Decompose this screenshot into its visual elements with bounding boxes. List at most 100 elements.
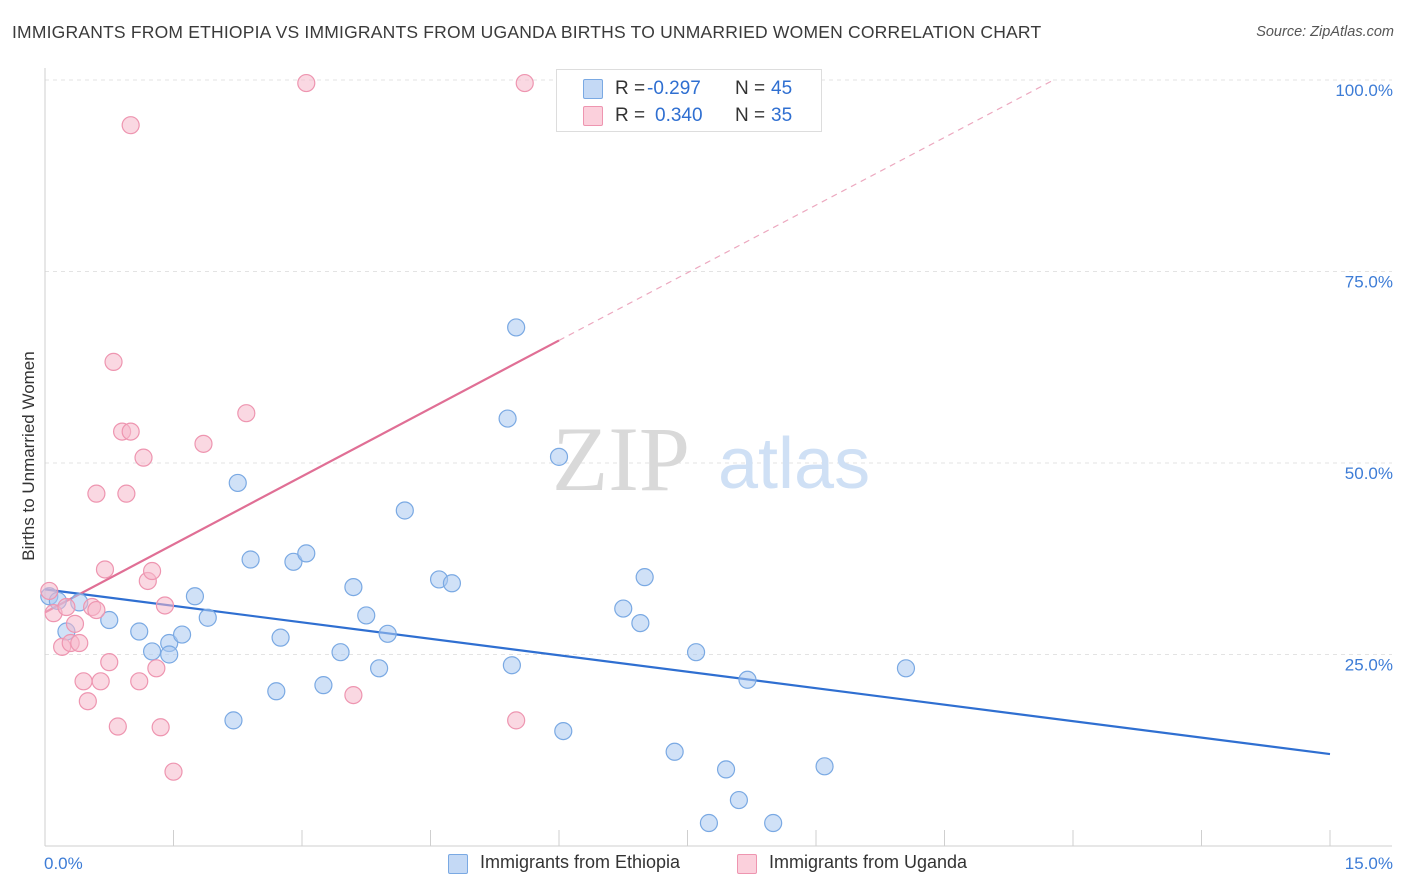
point-ethiopia-34 bbox=[665, 742, 684, 761]
point-ethiopia-5 bbox=[142, 642, 162, 661]
y-axis-label: Births to Unmarried Women bbox=[19, 351, 38, 560]
y-tick-label-1: 50.0% bbox=[1345, 464, 1393, 483]
point-uganda-15 bbox=[108, 717, 127, 736]
legend-r-value: 0.340 bbox=[655, 105, 703, 126]
point-uganda-19 bbox=[130, 672, 149, 691]
point-uganda-26 bbox=[164, 762, 183, 781]
y-tick-label-2: 75.0% bbox=[1345, 273, 1393, 292]
point-uganda-23 bbox=[147, 659, 166, 678]
x-tick-label-1: 15.0% bbox=[1345, 854, 1393, 873]
legend-swatch-ethiopia bbox=[583, 79, 603, 99]
point-uganda-10 bbox=[87, 484, 106, 503]
axes bbox=[44, 68, 1392, 847]
point-ethiopia-21 bbox=[370, 659, 389, 678]
series-label-ethiopia: Immigrants from Ethiopia bbox=[480, 852, 681, 872]
point-uganda-30 bbox=[507, 711, 526, 730]
legend-swatch-uganda bbox=[583, 106, 603, 126]
point-uganda-12 bbox=[95, 560, 115, 579]
point-ethiopia-25 bbox=[442, 574, 462, 593]
point-ethiopia-13 bbox=[267, 682, 286, 701]
x-tick-label-0: 0.0% bbox=[44, 854, 83, 873]
point-uganda-13 bbox=[100, 653, 119, 672]
point-uganda-11 bbox=[91, 672, 110, 691]
point-uganda-17 bbox=[117, 484, 136, 503]
point-uganda-0 bbox=[40, 581, 59, 601]
point-ethiopia-14 bbox=[271, 628, 290, 647]
point-uganda-7 bbox=[74, 672, 93, 691]
trend-lines bbox=[44, 79, 1331, 756]
series-swatch-ethiopia bbox=[448, 854, 468, 874]
point-ethiopia-42 bbox=[896, 659, 916, 678]
point-uganda-31 bbox=[297, 73, 316, 93]
point-uganda-34 bbox=[87, 600, 106, 620]
point-ethiopia-41 bbox=[815, 757, 834, 776]
point-uganda-29 bbox=[344, 685, 363, 705]
y-tick-label-3: 100.0% bbox=[1335, 81, 1393, 100]
series-swatch-uganda bbox=[737, 854, 757, 874]
point-ethiopia-38 bbox=[729, 790, 749, 810]
point-ethiopia-20 bbox=[357, 606, 376, 625]
point-ethiopia-32 bbox=[631, 613, 650, 633]
point-ethiopia-36 bbox=[699, 813, 719, 833]
point-uganda-3 bbox=[57, 597, 76, 617]
point-ethiopia-22 bbox=[378, 624, 397, 643]
series-label-uganda: Immigrants from Uganda bbox=[769, 852, 968, 872]
point-ethiopia-8 bbox=[185, 587, 205, 606]
point-uganda-32 bbox=[515, 73, 534, 93]
point-ethiopia-18 bbox=[331, 643, 350, 662]
legend-r-label: R = bbox=[615, 105, 646, 126]
watermark-atlas: atlas bbox=[718, 424, 870, 504]
point-uganda-27 bbox=[194, 434, 213, 453]
source-credit: Source: ZipAtlas.com bbox=[1256, 24, 1394, 40]
trend-extension-1 bbox=[558, 79, 1054, 341]
point-ethiopia-29 bbox=[549, 447, 569, 466]
point-ethiopia-4 bbox=[130, 622, 149, 641]
series-legend-ethiopia: Immigrants from Ethiopia bbox=[448, 852, 728, 876]
point-ethiopia-12 bbox=[241, 550, 260, 569]
point-ethiopia-37 bbox=[716, 760, 736, 779]
x-tick-labels: 0.0% 15.0% bbox=[44, 854, 1393, 873]
point-uganda-8 bbox=[78, 692, 97, 711]
point-ethiopia-26 bbox=[498, 409, 517, 428]
point-ethiopia-10 bbox=[224, 711, 243, 730]
point-ethiopia-7 bbox=[172, 625, 192, 644]
point-ethiopia-39 bbox=[738, 670, 757, 689]
point-uganda-22 bbox=[142, 561, 162, 581]
legend-n-value: 35 bbox=[771, 105, 793, 126]
point-ethiopia-44 bbox=[160, 645, 179, 664]
point-ethiopia-35 bbox=[686, 643, 706, 662]
point-ethiopia-28 bbox=[507, 318, 526, 337]
legend-n-label: N = bbox=[735, 78, 766, 99]
point-ethiopia-23 bbox=[395, 501, 414, 520]
y-tick-labels: 25.0% 50.0% 75.0% 100.0% bbox=[1335, 81, 1393, 675]
point-ethiopia-3 bbox=[100, 610, 119, 630]
point-uganda-14 bbox=[104, 352, 123, 371]
point-ethiopia-40 bbox=[764, 813, 783, 833]
point-uganda-28 bbox=[237, 404, 256, 423]
point-ethiopia-33 bbox=[635, 568, 654, 587]
trend-line-0 bbox=[44, 588, 1331, 756]
point-uganda-20 bbox=[134, 448, 153, 467]
point-uganda-24 bbox=[151, 718, 170, 737]
legend-r-value: -0.297 bbox=[647, 78, 701, 99]
legend-r-label: R = bbox=[615, 78, 646, 99]
chart-title: IMMIGRANTS FROM ETHIOPIA VS IMMIGRANTS F… bbox=[12, 22, 1042, 42]
point-ethiopia-9 bbox=[198, 608, 217, 627]
watermark: ZIP atlas bbox=[552, 408, 870, 510]
trend-line-1 bbox=[44, 339, 560, 614]
point-uganda-18 bbox=[121, 422, 140, 441]
point-ethiopia-27 bbox=[502, 656, 521, 675]
point-ethiopia-31 bbox=[614, 599, 633, 618]
point-uganda-5 bbox=[65, 614, 85, 633]
watermark-zip: ZIP bbox=[552, 408, 690, 510]
point-ethiopia-15 bbox=[284, 552, 303, 571]
point-ethiopia-30 bbox=[554, 721, 573, 741]
correlation-legend: R = -0.297 N = 45 R = 0.340 N = 35 bbox=[556, 69, 822, 132]
point-ethiopia-11 bbox=[228, 473, 247, 493]
y-tick-label-0: 25.0% bbox=[1345, 656, 1393, 675]
gridlines bbox=[45, 79, 1392, 655]
series-legend-uganda: Immigrants from Uganda bbox=[737, 852, 1017, 876]
point-uganda-25 bbox=[155, 596, 175, 615]
point-ethiopia-17 bbox=[314, 676, 333, 695]
